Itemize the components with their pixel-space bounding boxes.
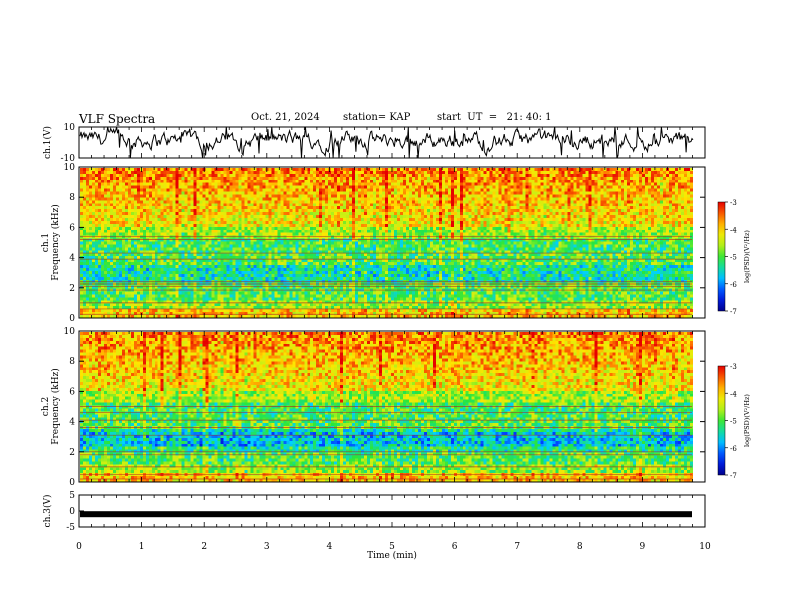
ch2-spectrogram-image	[80, 332, 693, 482]
ch3-signal-band	[80, 511, 692, 518]
colorbar-tick-label: -6	[730, 445, 737, 453]
y-tick-label: 2	[69, 448, 75, 458]
start-time-label: start UT = 21: 40: 1	[437, 112, 552, 123]
colorbar-tick-label: -5	[730, 254, 737, 262]
colorbar-tick-label: -4	[730, 226, 737, 234]
y-axis-label-frequency: Frequency (kHz)	[50, 204, 61, 281]
y-tick-label: 4	[69, 254, 75, 264]
y-axis-label-frequency: Frequency (kHz)	[50, 368, 61, 445]
x-tick-label: 1	[139, 542, 145, 552]
colorbar-tick-label: -6	[730, 281, 737, 289]
y-tick-label: 0	[69, 507, 75, 517]
y-tick-label: 2	[69, 284, 75, 294]
y-tick-label: 4	[69, 418, 75, 428]
x-axis-label: Time (min)	[367, 550, 417, 561]
colorbar-tick-label: -3	[730, 199, 737, 207]
y-tick-label: 0	[69, 314, 75, 324]
colorbar-label: log(PSD)(V²/Hz)	[743, 230, 751, 283]
y-tick-label: -10	[61, 154, 76, 164]
station-label: station= KAP	[343, 112, 411, 123]
x-tick-label: 8	[577, 542, 583, 552]
y-axis-label-channel: ch.1	[41, 233, 51, 252]
y-tick-label: 10	[64, 327, 76, 337]
x-tick-label: 5	[389, 542, 395, 552]
x-tick-label: 10	[699, 542, 711, 552]
x-tick-label: 2	[201, 542, 207, 552]
y-tick-label: 6	[69, 223, 75, 233]
colorbar-tick-label: -4	[730, 390, 737, 398]
x-tick-label: 3	[264, 542, 270, 552]
x-tick-label: 6	[452, 542, 458, 552]
y-axis-label: ch.1(V)	[42, 126, 53, 159]
y-axis-label: ch.3(V)	[42, 495, 53, 528]
y-tick-label: 5	[69, 491, 75, 501]
x-tick-label: 7	[514, 542, 520, 552]
y-tick-label: -5	[66, 523, 75, 533]
y-tick-label: 6	[69, 387, 75, 397]
colorbar-tick-label: -3	[730, 363, 737, 371]
ch1-spectrogram-image	[80, 168, 693, 318]
colorbar	[717, 201, 726, 312]
date-label: Oct. 21, 2024	[251, 112, 320, 123]
y-tick-label: 10	[64, 123, 76, 133]
x-tick-label: 4	[327, 542, 333, 552]
figure-title: VLF Spectra	[79, 112, 156, 126]
y-tick-label: 8	[69, 193, 75, 203]
y-axis-label-channel: ch.2	[41, 397, 51, 416]
x-tick-label: 9	[640, 542, 646, 552]
x-tick-label: 0	[76, 542, 82, 552]
colorbar-label: log(PSD)(V²/Hz)	[743, 394, 751, 447]
y-tick-label: 10	[64, 163, 76, 173]
colorbar-tick-label: -7	[730, 472, 737, 480]
ch1-waveform-line	[79, 126, 694, 159]
colorbar-tick-label: -7	[730, 308, 737, 316]
colorbar-tick-label: -5	[730, 418, 737, 426]
y-tick-label: 0	[69, 478, 75, 488]
colorbar	[717, 365, 726, 476]
y-tick-label: 8	[69, 357, 75, 367]
